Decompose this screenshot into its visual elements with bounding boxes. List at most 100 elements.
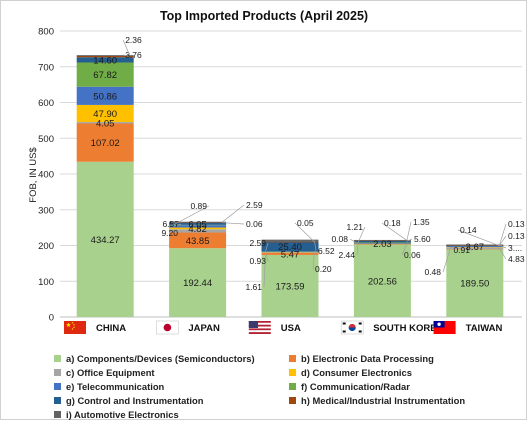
legend-swatch: [54, 410, 61, 418]
data-label: 2.36: [125, 35, 142, 45]
data-label: 3.76: [125, 50, 142, 60]
legend-row: i) Automotive Electronics: [54, 407, 524, 421]
data-label: 0.06: [404, 250, 421, 260]
bar-segment: [261, 242, 319, 252]
data-label: 67.82: [93, 70, 117, 81]
data-label: 43.85: [186, 236, 210, 247]
leader-line: [349, 238, 359, 244]
data-label: 9.20: [161, 228, 178, 238]
legend-swatch: [289, 368, 296, 376]
bar-segment: [353, 242, 411, 244]
data-label: 5.47: [281, 249, 300, 260]
data-label: 6.57: [162, 219, 179, 229]
data-label: 6.52: [318, 246, 335, 256]
legend-label: g) Control and Instrumentation: [66, 394, 204, 406]
data-label: 2.44: [338, 250, 355, 260]
legend-label: e) Telecommunication: [66, 380, 165, 392]
data-label: 2.03: [373, 239, 392, 250]
legend-row: c) Office Equipment d) Consumer Electroni…: [54, 365, 524, 379]
bar-segment: [446, 245, 504, 248]
data-label: 0.13: [508, 219, 525, 229]
data-label: 3....: [508, 243, 522, 253]
legend-swatch: [289, 354, 296, 362]
data-label: 1.21: [346, 222, 363, 232]
bar-segment: [446, 247, 504, 250]
y-tick-label: 700: [38, 62, 54, 73]
data-label: 0.06: [246, 219, 263, 229]
data-label: 202.56: [368, 276, 397, 287]
data-label: 50.86: [93, 91, 117, 102]
y-tick-label: 200: [38, 241, 54, 252]
bar-segment: [169, 248, 227, 317]
legend-swatch: [54, 396, 61, 404]
leader-line: [499, 244, 507, 249]
leader-line: [314, 240, 317, 252]
leader-line: [381, 222, 408, 241]
bar-segment: [76, 55, 134, 56]
data-label: 0.48: [424, 267, 441, 277]
bar-segment: [353, 243, 411, 245]
data-label: 2.59: [249, 238, 266, 248]
leader-line: [442, 249, 451, 273]
data-label: 189.50: [460, 279, 489, 290]
bar-segment: [76, 55, 134, 58]
leader-line: [172, 230, 181, 234]
category-label: USA: [281, 323, 301, 334]
legend-item: i) Automotive Electronics: [54, 407, 290, 421]
data-label: 4.82: [188, 224, 207, 235]
data-label: 0.08: [331, 234, 348, 244]
data-label: 14.60: [93, 55, 117, 66]
category-label: JAPAN: [188, 323, 220, 334]
bar-segment: [169, 227, 227, 230]
y-tick-label: 0: [49, 313, 54, 324]
legend-item: a) Components/Devices (Semiconductors): [54, 351, 289, 365]
data-label: 0.13: [508, 231, 525, 241]
bar-segment: [76, 62, 134, 87]
data-label: 0.93: [249, 256, 266, 266]
data-label: 107.02: [91, 138, 120, 149]
bar-segment: [353, 244, 411, 317]
bar-segment: [169, 225, 227, 228]
data-label: 3.67: [466, 242, 485, 253]
bar-segment: [446, 249, 504, 317]
bar-segment: [76, 86, 134, 105]
data-label: 47.90: [93, 109, 117, 120]
legend-label: b) Electronic Data Processing: [301, 352, 434, 364]
leader-line: [498, 223, 507, 246]
taiwan-flag-icon: [433, 321, 456, 334]
legend-label: c) Office Equipment: [66, 366, 155, 378]
leader-line: [222, 222, 245, 225]
legend-row: e) Telecommunication f) Communication/Rad…: [54, 379, 524, 393]
bar-segment: [261, 254, 319, 317]
data-label: 0.91: [453, 245, 470, 255]
bar-segment: [353, 240, 411, 243]
leader-line: [221, 204, 245, 223]
data-label: 434.27: [91, 235, 120, 246]
leader-line: [401, 243, 408, 256]
data-label: 0.05: [297, 218, 314, 228]
y-tick-label: 400: [38, 170, 54, 181]
y-tick-label: 100: [38, 277, 54, 288]
bar-segment: [446, 244, 504, 246]
data-label: 4.83: [508, 254, 525, 264]
legend-swatch: [289, 396, 296, 404]
legend-label: i) Automotive Electronics: [66, 408, 179, 420]
leader-line: [450, 246, 473, 251]
legend-swatch: [54, 354, 61, 362]
leader-line: [173, 223, 182, 227]
leader-line: [122, 39, 131, 56]
legend-label: a) Components/Devices (Semiconductors): [66, 352, 255, 364]
legend-item: h) Medical/Industrial Instrumentation: [289, 393, 524, 407]
bar-segment: [169, 232, 227, 249]
category-label: TAIWAN: [466, 323, 503, 334]
data-label: 192.44: [183, 278, 212, 289]
bar-segment: [76, 57, 134, 63]
data-label: 4.05: [96, 118, 115, 129]
leader-line: [123, 54, 130, 57]
legend-item: g) Control and Instrumentation: [54, 393, 289, 407]
legend-item: d) Consumer Electronics: [289, 365, 524, 379]
usa-flag-icon: [248, 321, 271, 334]
data-label: 0.14: [460, 225, 477, 235]
bar-segment: [261, 251, 319, 253]
legend-item: f) Communication/Radar: [289, 379, 524, 393]
